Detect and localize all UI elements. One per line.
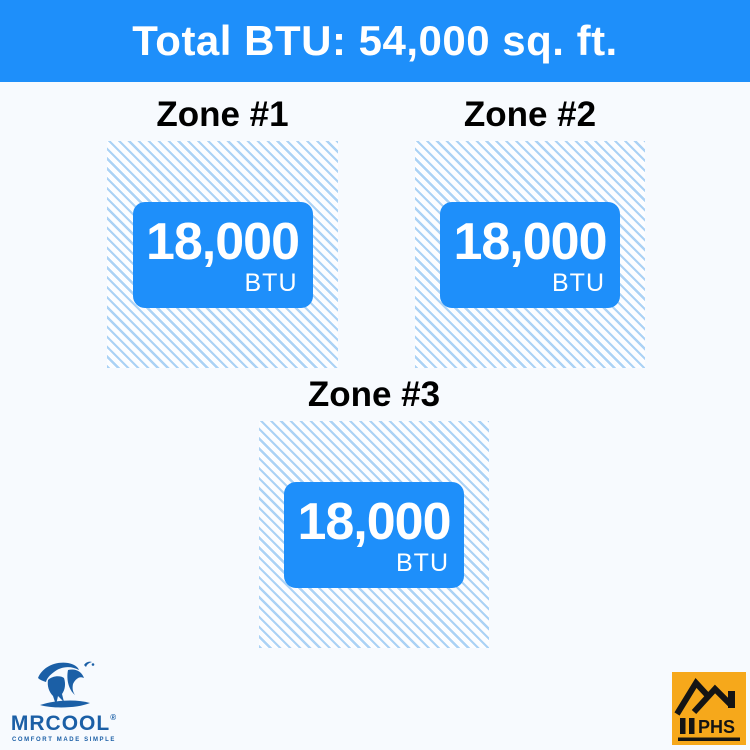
btu-card: 18,000 BTU	[284, 481, 464, 588]
mrcool-logo: MRCOOL® COMFORT MADE SIMPLE	[6, 658, 122, 743]
btu-value: 18,000	[145, 212, 300, 271]
btu-value: 18,000	[297, 492, 451, 551]
btu-card: 18,000 BTU	[132, 201, 313, 308]
zone-3-hatch-area: 18,000 BTU	[259, 421, 489, 648]
mrcool-tagline: COMFORT MADE SIMPLE	[11, 737, 117, 743]
btu-unit-label: BTU	[396, 548, 449, 577]
zone-1-hatch-area: 18,000 BTU	[107, 141, 338, 368]
zone-1-label: Zone #1	[156, 95, 289, 134]
btu-value: 18,000	[453, 212, 607, 271]
zone-2-label: Zone #2	[463, 95, 597, 134]
mrcool-wordmark: MRCOOL®	[11, 713, 117, 734]
btu-card: 18,000 BTU	[440, 201, 620, 308]
header-title: Total BTU: 54,000 sq. ft.	[132, 17, 618, 64]
registered-mark: ®	[110, 713, 118, 722]
house-roof-icon: PHS	[674, 678, 740, 741]
btu-unit-label: BTU	[244, 268, 298, 297]
zone-3-label: Zone #3	[307, 375, 441, 414]
mrcool-brand-text: MRCOOL	[10, 712, 111, 735]
zone-2-hatch-area: 18,000 BTU	[415, 141, 645, 368]
phs-label: PHS	[698, 717, 735, 737]
btu-unit-label: BTU	[552, 268, 605, 297]
header-banner: Total BTU: 54,000 sq. ft.	[0, 0, 750, 82]
penguin-mascot-icon	[32, 658, 96, 710]
phs-logo: PHS	[672, 672, 746, 745]
